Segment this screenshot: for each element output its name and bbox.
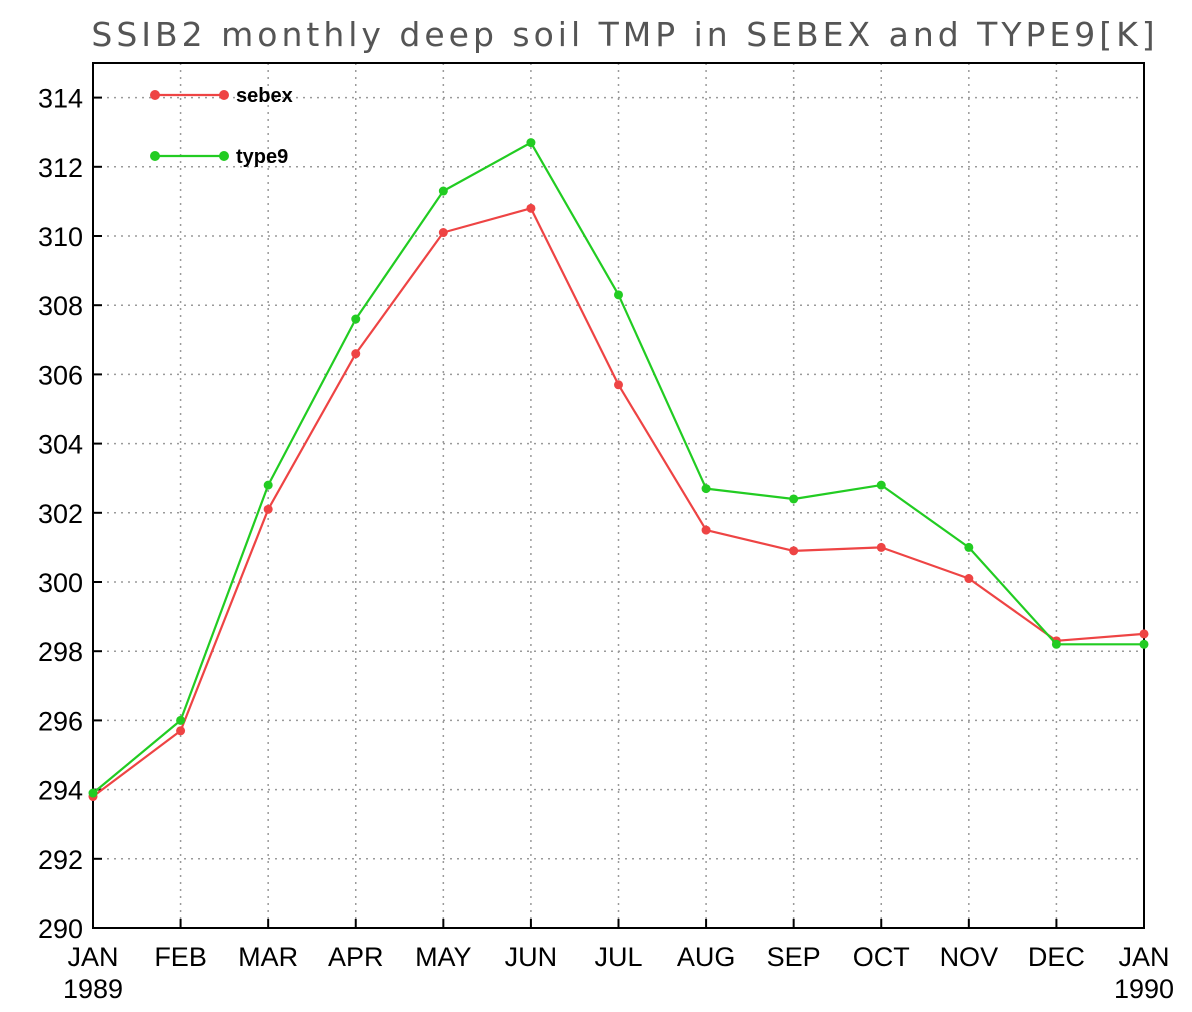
data-point-type9: [1139, 639, 1149, 649]
x-tick-label: MAY: [415, 942, 472, 972]
series-line-type9: [92, 141, 1144, 794]
y-tick-label: 298: [38, 637, 83, 667]
y-tick-label: 308: [38, 291, 83, 321]
data-point-sebex: [438, 228, 448, 238]
y-tick-label: 306: [38, 360, 83, 390]
x-year-label: 1990: [1114, 974, 1174, 1004]
data-point-sebex: [876, 542, 886, 552]
x-tick-label: JUN: [505, 942, 558, 972]
legend-entry-sebex: sebex: [150, 85, 293, 107]
data-point-type9: [964, 542, 974, 552]
data-point-type9: [876, 480, 886, 490]
legend-entry-type9: type9: [150, 146, 288, 168]
series-sebex: [88, 203, 1149, 802]
grid-lines: [93, 63, 1144, 928]
legend: sebex type9: [150, 85, 293, 168]
legend-marker: [150, 90, 160, 100]
data-point-type9: [701, 484, 711, 494]
legend-label: sebex: [236, 85, 293, 107]
data-point-sebex: [526, 203, 536, 213]
data-point-type9: [526, 138, 536, 148]
x-tick-label: OCT: [853, 942, 910, 972]
x-tick-label: JUL: [594, 942, 642, 972]
x-tick-label: AUG: [677, 942, 736, 972]
chart-title: SSIB2 monthly deep soil TMP in SEBEX and…: [91, 15, 1158, 54]
data-point-sebex: [614, 380, 623, 390]
x-tick-label: SEP: [767, 942, 821, 972]
data-point-type9: [789, 494, 799, 504]
x-tick-label: APR: [328, 942, 384, 972]
data-point-type9: [351, 314, 361, 324]
y-tick-label: 314: [38, 84, 83, 114]
x-tick-label: NOV: [940, 942, 999, 972]
data-point-sebex: [964, 574, 974, 584]
data-point-type9: [438, 186, 448, 196]
x-tick-label: MAR: [238, 942, 298, 972]
data-point-type9: [1051, 639, 1061, 649]
x-axis: JAN FEB MAR APR MAY JUN JUL AUG SEP OCT NOV DEC JAN1…: [63, 919, 1174, 1004]
y-tick-label: 290: [38, 914, 83, 944]
data-point-sebex: [176, 726, 186, 736]
y-tick-label: 296: [38, 706, 83, 736]
y-tick-label: 294: [38, 776, 83, 806]
x-tick-label: JAN: [67, 942, 118, 972]
data-point-type9: [614, 290, 623, 300]
data-point-type9: [176, 715, 186, 725]
data-point-sebex: [263, 504, 273, 514]
legend-label: type9: [236, 146, 288, 168]
data-point-sebex: [351, 349, 361, 359]
x-tick-label: DEC: [1028, 942, 1085, 972]
x-tick-label: FEB: [154, 942, 207, 972]
legend-marker: [150, 151, 160, 161]
legend-marker: [219, 151, 229, 161]
data-point-sebex: [701, 525, 711, 535]
y-tick-label: 300: [38, 568, 83, 598]
y-tick-label: 292: [38, 845, 83, 875]
legend-marker: [219, 90, 229, 100]
series-layer: [88, 138, 1149, 802]
data-point-type9: [88, 788, 98, 798]
series-type9: [88, 138, 1149, 798]
y-tick-label: 302: [38, 499, 83, 529]
x-year-label: 1989: [63, 974, 123, 1004]
y-tick-label: 310: [38, 222, 83, 252]
y-tick-label: 304: [38, 430, 83, 460]
y-axis: 290 292 294 296 298 300 302 304 306 308 310 312 314: [38, 84, 102, 944]
data-point-sebex: [1139, 629, 1149, 639]
data-point-sebex: [789, 546, 799, 556]
x-tick-label: JAN: [1118, 942, 1169, 972]
y-tick-label: 312: [38, 153, 83, 183]
data-point-type9: [263, 480, 273, 490]
